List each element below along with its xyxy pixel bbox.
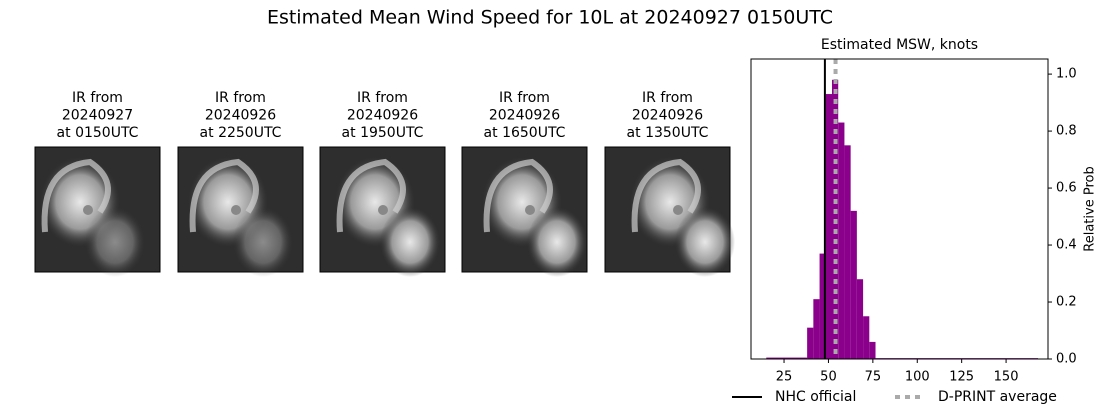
bar xyxy=(825,94,832,360)
bar xyxy=(807,327,814,359)
panel-label: 20240926 xyxy=(489,108,560,124)
x-tick-label: 50 xyxy=(820,370,837,385)
panel-label: at 1650UTC xyxy=(484,125,566,141)
cloud xyxy=(85,207,145,277)
y-tick-label: 0.4 xyxy=(1056,238,1077,253)
y-tick-label: 0.6 xyxy=(1056,181,1077,196)
bar xyxy=(844,145,851,359)
y-tick-label: 0.0 xyxy=(1056,352,1077,367)
bar xyxy=(863,316,870,359)
x-tick-label: 25 xyxy=(776,370,793,385)
panel-label: at 1350UTC xyxy=(627,125,709,141)
bar xyxy=(856,279,864,359)
panel-label: at 1950UTC xyxy=(342,125,424,141)
bar xyxy=(819,253,826,359)
eye xyxy=(673,205,683,215)
spiral-band xyxy=(336,158,406,233)
spiral-band xyxy=(483,158,553,233)
cloud xyxy=(233,207,293,277)
cloud-swirl xyxy=(630,157,735,277)
cloud xyxy=(675,207,735,277)
x-tick-label: 150 xyxy=(994,370,1019,385)
eye xyxy=(378,205,388,215)
cloud-swirl xyxy=(40,157,145,277)
panel-label: 20240926 xyxy=(205,108,276,124)
panel-label: IR from xyxy=(499,90,550,106)
bar xyxy=(850,210,857,359)
y-axis-label: Relative Prob xyxy=(1083,166,1098,251)
bar xyxy=(766,357,808,359)
panel-label: 20240927 xyxy=(62,108,133,124)
x-tick-label: 75 xyxy=(865,370,882,385)
x-tick-label: 125 xyxy=(949,370,974,385)
chart-title: Estimated MSW, knots xyxy=(821,37,978,53)
spiral-band xyxy=(189,158,259,233)
panel-label: 20240926 xyxy=(632,108,703,124)
eye xyxy=(83,205,93,215)
panel-label: at 0150UTC xyxy=(57,125,139,141)
bar xyxy=(869,341,876,359)
x-tick-label: 100 xyxy=(905,370,930,385)
bar xyxy=(813,299,820,359)
cloud xyxy=(380,207,440,277)
panel-label: at 2250UTC xyxy=(200,125,282,141)
spiral-band xyxy=(631,158,701,233)
cloud xyxy=(527,207,587,277)
eye xyxy=(231,205,241,215)
panel-label: IR from xyxy=(215,90,266,106)
cloud-swirl xyxy=(482,157,587,277)
cloud-swirl xyxy=(335,157,440,277)
panel-label: IR from xyxy=(642,90,693,106)
y-tick-label: 0.2 xyxy=(1056,295,1077,310)
eye xyxy=(525,205,535,215)
panel-label: IR from xyxy=(357,90,408,106)
legend-label: D-PRINT average xyxy=(938,389,1057,405)
axes-frame xyxy=(750,58,1049,360)
panel-label: IR from xyxy=(72,90,123,106)
figure-title: Estimated Mean Wind Speed for 10L at 202… xyxy=(267,7,833,29)
y-tick-label: 0.8 xyxy=(1056,124,1077,139)
y-tick-label: 1.0 xyxy=(1056,67,1077,82)
spiral-band xyxy=(41,158,111,233)
legend-label: NHC official xyxy=(775,389,856,405)
bar xyxy=(838,122,845,359)
panel-label: 20240926 xyxy=(347,108,418,124)
cloud-swirl xyxy=(188,157,293,277)
